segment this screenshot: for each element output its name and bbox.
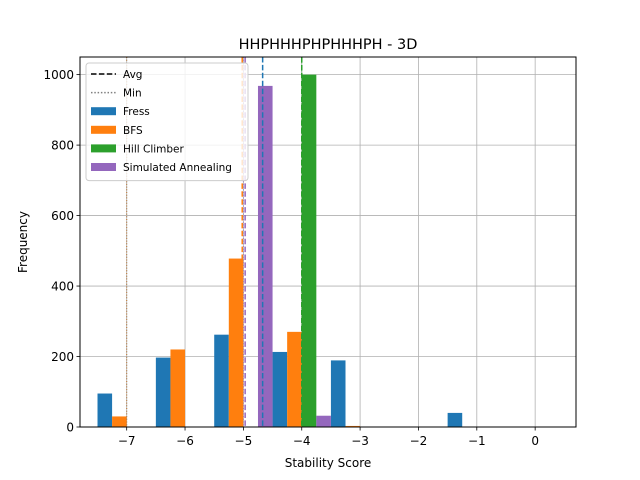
- legend-label-simulated-annealing: Simulated Annealing: [123, 162, 232, 174]
- bar-bfs: [228, 258, 244, 427]
- bar-fress: [214, 334, 229, 427]
- chart-title: HHPHHHPHPHHHPH - 3D: [239, 37, 418, 53]
- bar-fress: [97, 393, 113, 427]
- bar-simulated-annealing: [316, 415, 331, 427]
- x-tick-label: −1: [468, 434, 486, 448]
- legend-swatch-hill-climber: [91, 144, 116, 153]
- bar-bfs: [170, 349, 186, 427]
- bar-fress: [272, 351, 288, 427]
- y-tick-label: 0: [66, 421, 74, 435]
- x-tick-label: −4: [293, 434, 311, 448]
- y-tick-label: 600: [51, 209, 74, 223]
- bar-bfs: [345, 425, 361, 427]
- legend-swatch-bfs: [91, 125, 116, 134]
- y-tick-label: 800: [51, 139, 74, 153]
- legend-swatch-fress: [91, 107, 116, 116]
- x-tick-label: 0: [531, 434, 539, 448]
- bar-bfs: [287, 331, 302, 427]
- histogram-bars: [97, 74, 463, 428]
- legend-label-hill-climber: Hill Climber: [123, 143, 185, 155]
- bar-hill-climber: [301, 74, 317, 427]
- reference-lines: [126, 57, 303, 427]
- plot-frame: [79, 56, 577, 428]
- legend-label-avg: Avg: [123, 69, 142, 81]
- y-tick-label: 200: [51, 350, 74, 364]
- x-tick-label: −2: [410, 434, 428, 448]
- legend: Avg Min Fress BFS Hill Climber Simulated Anne…: [85, 62, 249, 182]
- y-tick-label: 1000: [43, 68, 74, 82]
- bar-simulated-annealing: [257, 85, 273, 428]
- y-tick-label: 400: [51, 280, 74, 294]
- bar-fress: [155, 357, 171, 427]
- x-axis-ticks: −7 −6 −5 −4 −3 −2 −1 0: [118, 427, 539, 448]
- x-axis-label: Stability Score: [285, 456, 372, 470]
- x-tick-label: −3: [351, 434, 369, 448]
- bar-bfs: [112, 416, 127, 427]
- legend-label-fress: Fress: [123, 106, 150, 118]
- bar-fress: [330, 360, 346, 427]
- legend-swatch-simulated-annealing: [91, 163, 116, 171]
- x-tick-label: −7: [118, 434, 136, 448]
- legend-box: [85, 62, 249, 182]
- y-axis-ticks: 0 200 400 600 800 1000: [43, 68, 80, 435]
- x-tick-label: −6: [176, 434, 194, 448]
- x-tick-label: −5: [235, 434, 253, 448]
- legend-label-min: Min: [123, 88, 142, 100]
- bar-fress: [447, 412, 463, 427]
- y-axis-label: Frequency: [16, 211, 30, 273]
- legend-label-bfs: BFS: [123, 125, 143, 137]
